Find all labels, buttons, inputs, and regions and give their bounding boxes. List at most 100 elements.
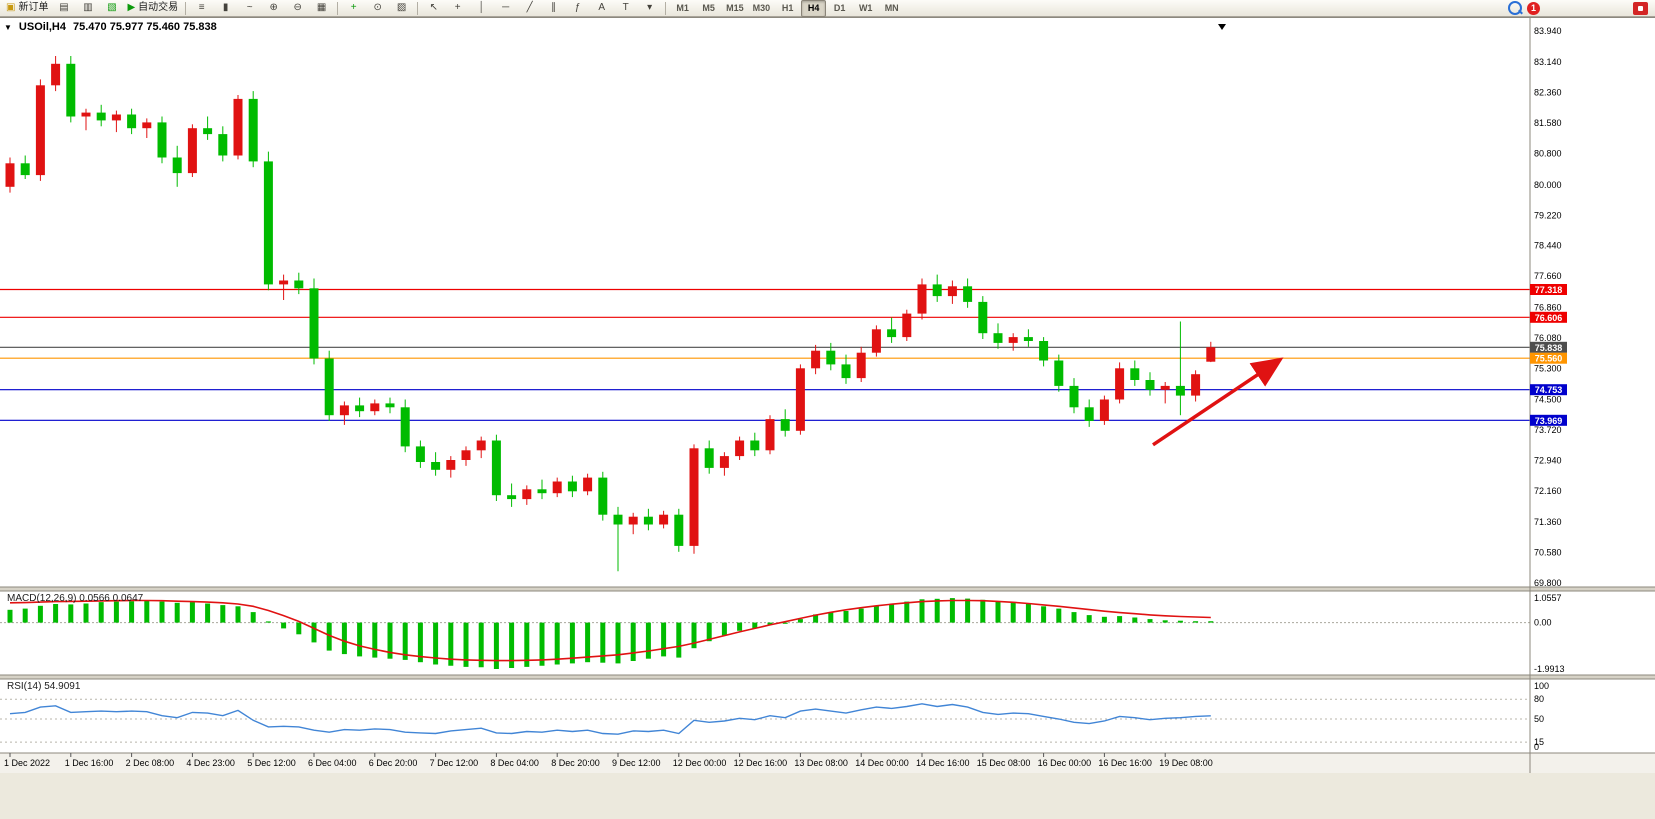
svg-text:81.580: 81.580 — [1534, 118, 1562, 128]
notification-badge[interactable]: 1 — [1527, 1, 1540, 15]
autotrading-icon: ▶ — [127, 2, 136, 13]
chart-shift-marker[interactable] — [1218, 24, 1226, 30]
rsi-panel[interactable] — [0, 698, 1530, 743]
period-button-m1[interactable]: M1 — [676, 2, 689, 13]
svg-text:4 Dec 23:00: 4 Dec 23:00 — [186, 758, 235, 768]
search-icon[interactable] — [1508, 1, 1522, 15]
zoom-in-icon: ⊕ — [269, 2, 278, 13]
svg-text:80.000: 80.000 — [1534, 180, 1562, 190]
panel-separator[interactable] — [0, 586, 1655, 592]
period-button-m5[interactable]: M5 — [702, 2, 715, 13]
indicators-button[interactable]: + — [342, 0, 365, 17]
channel-button[interactable]: ∥ — [542, 0, 565, 17]
svg-text:15: 15 — [1534, 737, 1544, 747]
svg-text:2 Dec 08:00: 2 Dec 08:00 — [126, 758, 175, 768]
crosshair-button[interactable]: + — [446, 0, 469, 17]
trendline-icon: ╱ — [526, 2, 533, 13]
svg-text:78.440: 78.440 — [1534, 241, 1562, 251]
svg-text:14 Dec 16:00: 14 Dec 16:00 — [916, 758, 970, 768]
candles[interactable] — [5, 56, 1216, 572]
line-chart-button[interactable]: ~ — [238, 0, 261, 17]
period-button-w1[interactable]: W1 — [858, 2, 873, 13]
svg-text:71.360: 71.360 — [1534, 517, 1562, 527]
new-order-button[interactable]: ▣ 新订单 — [3, 0, 51, 17]
fibonacci-icon: ƒ — [574, 2, 581, 13]
alert-icon[interactable] — [1633, 1, 1648, 15]
vertical-line-icon: │ — [478, 2, 485, 13]
macd-panel[interactable] — [0, 598, 1530, 669]
text-tool-icon: A — [598, 2, 605, 13]
svg-text:0.00: 0.00 — [1534, 618, 1552, 628]
candlestick-chart[interactable]: 83.940 83.140 82.360 81.580 80.800 80.000 79.2… — [0, 17, 1655, 819]
toolbar: ▣ 新订单 ▤ ▥ ▧ ▶ 自动交易 ≡ ▮ ~ ⊕ ⊖ ▦ + ⊙ ▨ ↖ +… — [0, 0, 1655, 17]
bar-chart-button[interactable]: ≡ — [190, 0, 213, 17]
svg-text:8 Dec 04:00: 8 Dec 04:00 — [490, 758, 539, 768]
svg-text:75.300: 75.300 — [1534, 363, 1562, 373]
time-axis[interactable]: 1 Dec 2022 1 Dec 16:00 2 Dec 08:00 4 Dec 23… — [0, 752, 1655, 768]
period-button-m15[interactable]: M15 — [726, 2, 744, 13]
svg-text:72.940: 72.940 — [1534, 455, 1562, 465]
tile-windows-button[interactable]: ▦ — [310, 0, 333, 17]
svg-text:80.800: 80.800 — [1534, 149, 1562, 159]
toolbar-separator — [417, 1, 419, 15]
indicators-add-icon: + — [350, 2, 357, 13]
price-tag-76.606: 76.606 — [1530, 311, 1567, 323]
text-tool-button[interactable]: A — [590, 0, 613, 17]
one-click-trading-toggle[interactable]: ▼ — [4, 22, 12, 32]
charts-window-button[interactable]: ▤ — [52, 0, 75, 17]
tile-windows-icon: ▦ — [316, 2, 327, 13]
panel-separator[interactable] — [0, 674, 1655, 680]
trend-arrow[interactable] — [1152, 357, 1284, 447]
periods-menu-button[interactable]: ⊙ — [366, 0, 389, 17]
vertical-line-button[interactable]: │ — [470, 0, 493, 17]
svg-text:76.080: 76.080 — [1534, 333, 1562, 343]
price-tag-74.753: 74.753 — [1530, 384, 1567, 396]
templates-icon: ▨ — [396, 2, 407, 13]
svg-text:6 Dec 04:00: 6 Dec 04:00 — [308, 758, 357, 768]
rsi-indicator-label: RSI(14) 54.9091 — [7, 681, 81, 692]
macd-indicator-label: MACD(12,26,9) 0.0566 0.0647 — [7, 593, 144, 604]
fibonacci-button[interactable]: ƒ — [566, 0, 589, 17]
cursor-button[interactable]: ↖ — [422, 0, 445, 17]
period-button-h4[interactable]: H4 — [801, 0, 827, 17]
svg-text:0: 0 — [1534, 742, 1539, 752]
period-button-d1[interactable]: D1 — [833, 2, 846, 13]
zoom-out-icon: ⊖ — [293, 2, 302, 13]
svg-text:74.500: 74.500 — [1534, 395, 1562, 405]
autotrading-button[interactable]: ▶ 自动交易 — [124, 0, 181, 17]
period-button-h1[interactable]: H1 — [781, 2, 794, 13]
toolbar-right-group: 1 — [1508, 1, 1652, 15]
trendline-button[interactable]: ╱ — [518, 0, 541, 17]
svg-text:8 Dec 20:00: 8 Dec 20:00 — [551, 758, 600, 768]
horizontal-line-button[interactable]: ─ — [494, 0, 517, 17]
period-button-m30[interactable]: M30 — [752, 2, 771, 13]
svg-text:79.220: 79.220 — [1534, 210, 1562, 220]
price-tag-75.838: 75.838 — [1530, 341, 1567, 353]
templates-button[interactable]: ▨ — [390, 0, 413, 17]
channel-icon: ∥ — [551, 2, 557, 13]
svg-text:15 Dec 08:00: 15 Dec 08:00 — [977, 758, 1031, 768]
price-tag-75.560: 75.560 — [1530, 352, 1567, 364]
shapes-menu-button[interactable]: ▾ — [638, 0, 661, 17]
svg-text:7 Dec 12:00: 7 Dec 12:00 — [430, 758, 479, 768]
ohlc-quote: 75.470 75.977 75.460 75.838 — [73, 21, 217, 33]
data-window-button[interactable]: ▧ — [100, 0, 123, 17]
toolbar-separator — [185, 1, 187, 15]
period-button-mn[interactable]: MN — [884, 2, 899, 13]
label-tool-button[interactable]: T — [614, 0, 637, 17]
periods-clock-icon: ⊙ — [373, 2, 382, 13]
svg-text:75.560: 75.560 — [1535, 354, 1563, 364]
horizontal-line-icon: ─ — [502, 2, 510, 13]
svg-text:1 Dec 2022: 1 Dec 2022 — [4, 758, 50, 768]
svg-text:6 Dec 20:00: 6 Dec 20:00 — [369, 758, 418, 768]
candlestick-chart-button[interactable]: ▮ — [214, 0, 237, 17]
profiles-button[interactable]: ▥ — [76, 0, 99, 17]
svg-text:74.753: 74.753 — [1535, 385, 1563, 395]
zoom-out-button[interactable]: ⊖ — [286, 0, 309, 17]
label-tool-icon: T — [622, 2, 629, 13]
price-axis[interactable]: 83.940 83.140 82.360 81.580 80.800 80.000 79.2… — [1529, 17, 1567, 773]
zoom-in-button[interactable]: ⊕ — [262, 0, 285, 17]
svg-text:77.660: 77.660 — [1534, 271, 1562, 281]
svg-text:13 Dec 08:00: 13 Dec 08:00 — [794, 758, 848, 768]
